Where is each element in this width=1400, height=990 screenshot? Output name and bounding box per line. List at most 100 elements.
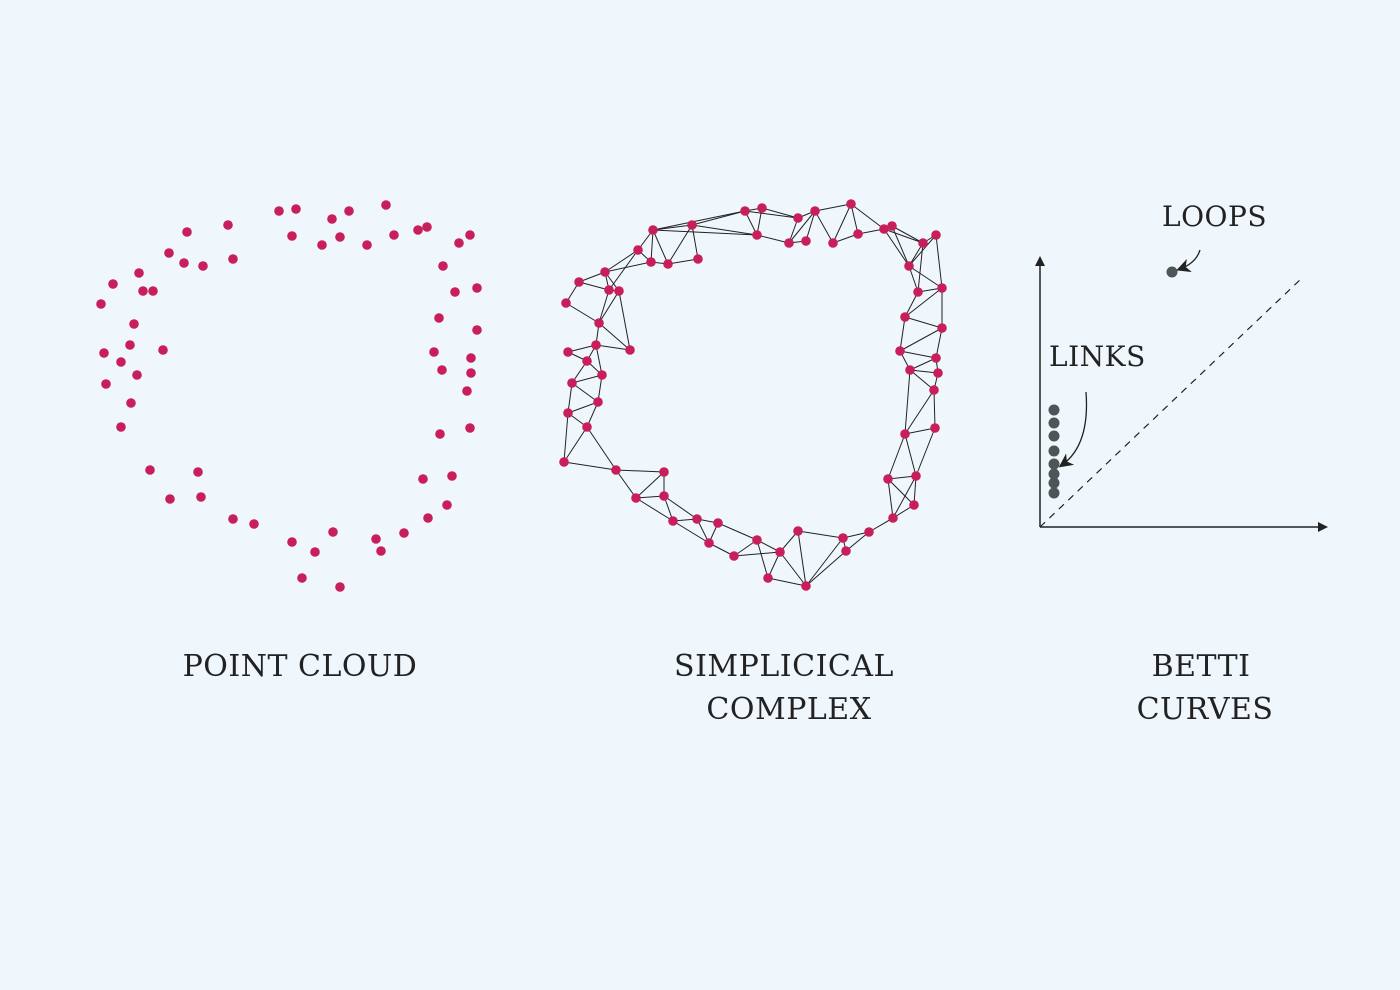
cloud-point	[437, 365, 447, 375]
complex-vertex	[752, 230, 762, 240]
complex-vertex	[900, 312, 910, 322]
complex-edge	[891, 225, 910, 267]
complex-edge	[650, 229, 654, 263]
cloud-point	[179, 258, 189, 268]
complex-vertex	[559, 457, 569, 467]
complex-vertex	[895, 346, 905, 356]
complex-vertex	[757, 203, 767, 213]
complex-edge	[805, 550, 847, 587]
cloud-point	[423, 513, 433, 523]
complex-vertex	[846, 199, 856, 209]
complex-vertex	[659, 491, 669, 501]
complex-vertex	[563, 408, 573, 418]
cloud-point	[429, 347, 439, 357]
complex-edge	[909, 369, 935, 391]
complex-vertex	[929, 385, 939, 395]
cloud-point	[422, 222, 432, 232]
complex-vertex	[704, 538, 714, 548]
cloud-point	[291, 204, 301, 214]
complex-vertex	[887, 221, 897, 231]
complex-edge	[691, 210, 746, 226]
betti-curves-caption-line-1: BETTI	[1151, 649, 1251, 684]
complex-edge	[652, 229, 758, 236]
complex-edge	[832, 203, 852, 244]
complex-edge	[691, 224, 758, 236]
cloud-point	[434, 313, 444, 323]
complex-vertex	[713, 518, 723, 528]
complex-edge	[756, 234, 790, 244]
link-point	[1048, 430, 1060, 442]
complex-vertex	[879, 224, 889, 234]
links-label: LINKS	[1049, 340, 1146, 373]
complex-vertex	[631, 493, 641, 503]
cloud-point	[447, 471, 457, 481]
complex-edge	[887, 478, 915, 506]
complex-edge	[563, 461, 617, 471]
cloud-point	[466, 368, 476, 378]
complex-edge	[904, 389, 935, 435]
complex-edge	[667, 258, 699, 265]
complex-vertex	[810, 206, 820, 216]
complex-vertex	[659, 467, 669, 477]
complex-vertex	[563, 347, 573, 357]
cloud-point	[145, 465, 155, 475]
complex-edge	[733, 551, 781, 557]
cloud-point	[472, 325, 482, 335]
cloud-point	[101, 379, 111, 389]
cloud-point	[182, 227, 192, 237]
complex-edge	[805, 537, 844, 587]
complex-edge	[604, 249, 639, 273]
cloud-point	[134, 268, 144, 278]
cloud-point	[96, 299, 106, 309]
simplicial-complex-caption-line-1: SIMPLICICAL	[674, 649, 894, 684]
cloud-point	[413, 225, 423, 235]
complex-vertex	[597, 370, 607, 380]
complex-edge	[691, 224, 699, 260]
complex-edge	[814, 210, 834, 244]
complex-edge	[652, 210, 746, 231]
cloud-point	[116, 357, 126, 367]
complex-vertex	[911, 471, 921, 481]
point-cloud-caption-line: POINT CLOUD	[182, 649, 418, 684]
complex-edge	[904, 433, 917, 477]
point-cloud-group	[96, 200, 482, 592]
complex-vertex	[668, 516, 678, 526]
complex-vertex	[900, 429, 910, 439]
complex-vertex	[561, 298, 571, 308]
complex-edge	[717, 522, 758, 541]
cloud-point	[381, 200, 391, 210]
cloud-point	[126, 398, 136, 408]
cloud-point	[297, 573, 307, 583]
cloud-point	[165, 494, 175, 504]
link-point	[1048, 487, 1060, 499]
simplicial-complex-caption-line-2: COMPLEX	[706, 692, 872, 727]
complex-edge	[663, 495, 698, 520]
diagonal-line	[1039, 277, 1303, 528]
complex-vertex	[918, 238, 928, 248]
complex-edge	[667, 224, 693, 265]
complex-edge	[598, 289, 610, 324]
complex-vertex	[905, 365, 915, 375]
cloud-point	[465, 423, 475, 433]
betti-curves-caption-line-2: CURVES	[1136, 692, 1274, 727]
complex-edge	[904, 427, 936, 435]
complex-edge	[578, 281, 610, 291]
link-point	[1048, 404, 1060, 416]
complex-vertex	[614, 286, 624, 296]
cloud-point	[249, 519, 259, 529]
complex-edge	[904, 316, 943, 329]
complex-edge	[563, 426, 588, 463]
complex-edge	[672, 520, 710, 544]
complex-vertex	[931, 353, 941, 363]
cloud-point	[328, 527, 338, 537]
cloud-point	[465, 230, 475, 240]
complex-edge	[935, 327, 943, 359]
cloud-point	[287, 231, 297, 241]
loops-label: LOOPS	[1162, 200, 1268, 233]
loop-point	[1166, 266, 1178, 278]
complex-edge	[565, 302, 600, 324]
cloud-point	[418, 474, 428, 484]
cloud-point	[196, 492, 206, 502]
complex-vertex	[930, 423, 940, 433]
